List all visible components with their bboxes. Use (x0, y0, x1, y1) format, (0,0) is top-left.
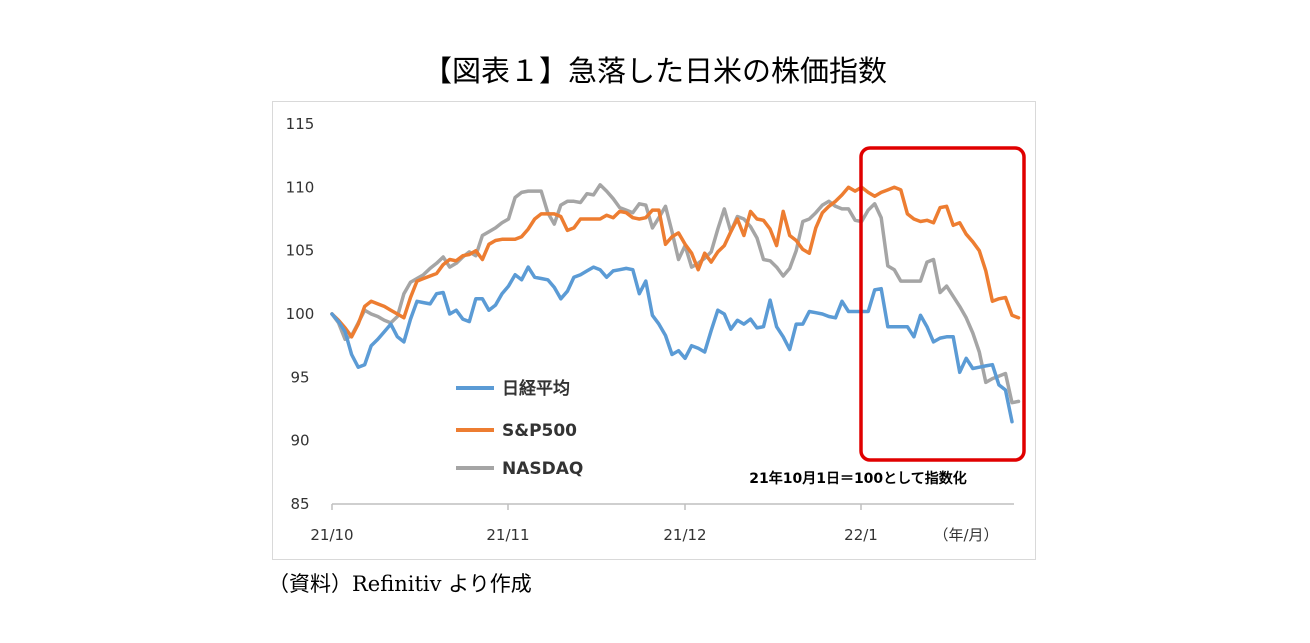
chart-lines (330, 183, 1021, 424)
y-tick-label: 95 (290, 368, 309, 386)
y-tick-label: 115 (286, 115, 315, 133)
series-line-nikkei (330, 265, 1014, 424)
y-tick-label: 105 (286, 242, 315, 260)
chart-legend: 日経平均 S&P500 NASDAQ (456, 378, 583, 479)
legend-label-sp500: S&P500 (502, 421, 577, 441)
chart-axes: 85 90 95 100 105 110 115 21/10 21/11 21/12 22/1 （年/… (286, 115, 1014, 544)
chart-title: 【図表１】急落した日米の株価指数 (422, 54, 887, 88)
y-tick-label: 85 (290, 495, 309, 513)
x-tick-label: 21/10 (310, 526, 353, 544)
x-unit-label: （年/月） (933, 526, 998, 544)
series-line-sp500 (330, 185, 1021, 339)
y-tick-label: 100 (286, 305, 315, 323)
source-note: （資料）Refinitiv より作成 (268, 572, 532, 596)
x-tick-label: 21/11 (486, 526, 529, 544)
legend-label-nikkei: 日経平均 (502, 378, 570, 399)
x-tick-label: 22/1 (844, 526, 878, 544)
chart-overlay: 21年10月1日＝100として指数化 (749, 146, 1026, 487)
x-tick-label: 21/12 (663, 526, 706, 544)
legend-label-nasdaq: NASDAQ (502, 459, 583, 479)
chart-frame (272, 101, 1036, 560)
y-tick-label: 90 (290, 432, 309, 450)
y-tick-label: 110 (286, 178, 315, 196)
index-note: 21年10月1日＝100として指数化 (749, 470, 967, 487)
highlight-box (859, 146, 1026, 462)
